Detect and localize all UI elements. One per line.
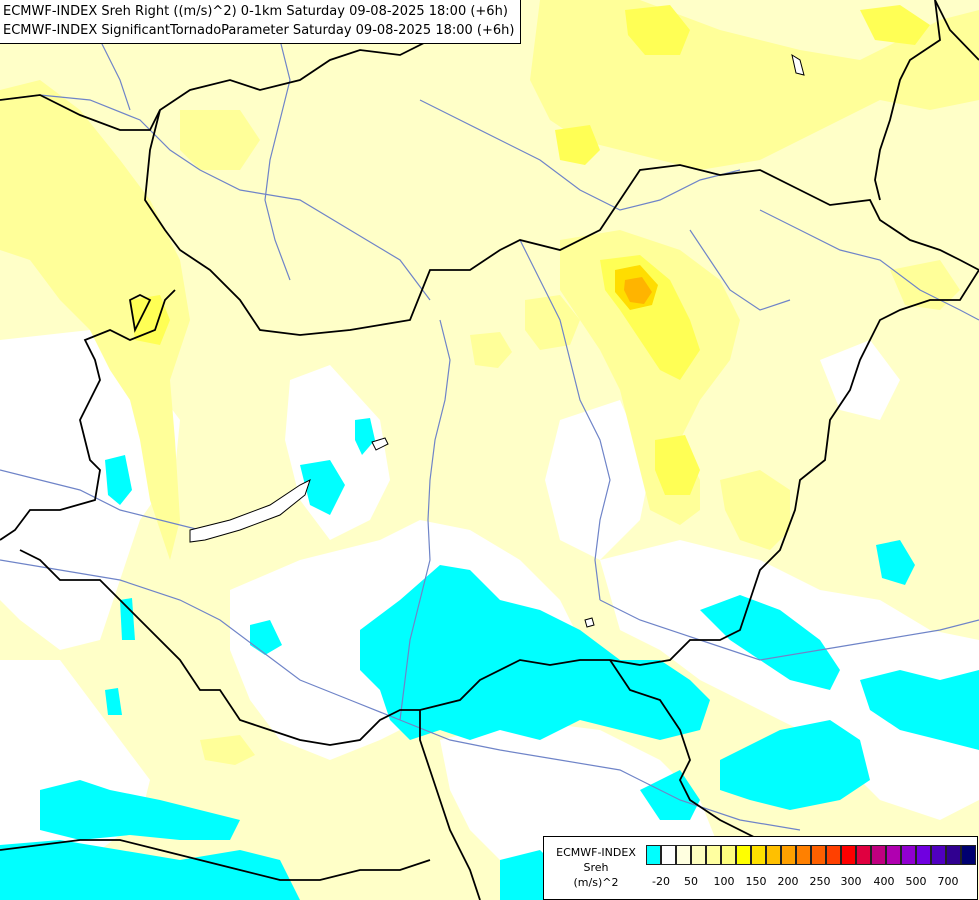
legend-label: ECMWF-INDEX Sreh (m/s)^2 (548, 845, 644, 890)
legend-swatch (661, 845, 676, 865)
legend-tick-label: 250 (809, 875, 831, 888)
legend-swatch (721, 845, 736, 865)
legend-tick-label: -20 (652, 875, 670, 888)
title-line-2: ECMWF-INDEX SignificantTornadoParameter … (3, 23, 515, 38)
legend-swatch (796, 845, 811, 865)
legend-swatch (871, 845, 886, 865)
legend-swatch (766, 845, 781, 865)
legend-tick-label: 200 (777, 875, 799, 888)
legend-swatch (856, 845, 871, 865)
lakes (189, 53, 805, 628)
legend-tick-label: 700 (937, 875, 959, 888)
legend-swatch (886, 845, 901, 865)
legend-tick-label: 50 (684, 875, 698, 888)
title-line-1: ECMWF-INDEX Sreh Right ((m/s)^2) 0-1km S… (3, 4, 508, 19)
legend-swatch (691, 845, 706, 865)
legend-tick-label: 100 (713, 875, 735, 888)
legend-swatch (946, 845, 961, 865)
legend-swatch (736, 845, 751, 865)
cyan-regions (0, 418, 979, 900)
legend-unit: (m/s)^2 (573, 876, 619, 889)
legend-variable: Sreh (583, 861, 609, 874)
legend-swatch (811, 845, 826, 865)
orange-region (615, 265, 658, 310)
legend-swatch (931, 845, 946, 865)
rivers (0, 0, 979, 831)
legend-swatch (841, 845, 856, 865)
legend-tick-label: 300 (840, 875, 862, 888)
legend-tick-label: 500 (905, 875, 927, 888)
color-legend: ECMWF-INDEX Sreh (m/s)^2 -20 50 100 150 200 2… (543, 836, 978, 900)
legend-tick-label: 150 (745, 875, 767, 888)
legend-swatch (961, 845, 976, 865)
legend-ticks: -20 50 100 150 200 250 300 400 500 700 (646, 875, 976, 891)
legend-tick-label: 400 (873, 875, 895, 888)
legend-swatch (781, 845, 796, 865)
legend-swatch (706, 845, 721, 865)
legend-source: ECMWF-INDEX (556, 846, 636, 859)
legend-swatch (901, 845, 916, 865)
legend-swatch (916, 845, 931, 865)
legend-swatch (646, 845, 661, 865)
legend-swatches (646, 845, 976, 865)
legend-swatch (751, 845, 766, 865)
legend-swatch (826, 845, 841, 865)
map-title-box: ECMWF-INDEX Sreh Right ((m/s)^2) 0-1km S… (0, 0, 522, 44)
legend-swatch (676, 845, 691, 865)
